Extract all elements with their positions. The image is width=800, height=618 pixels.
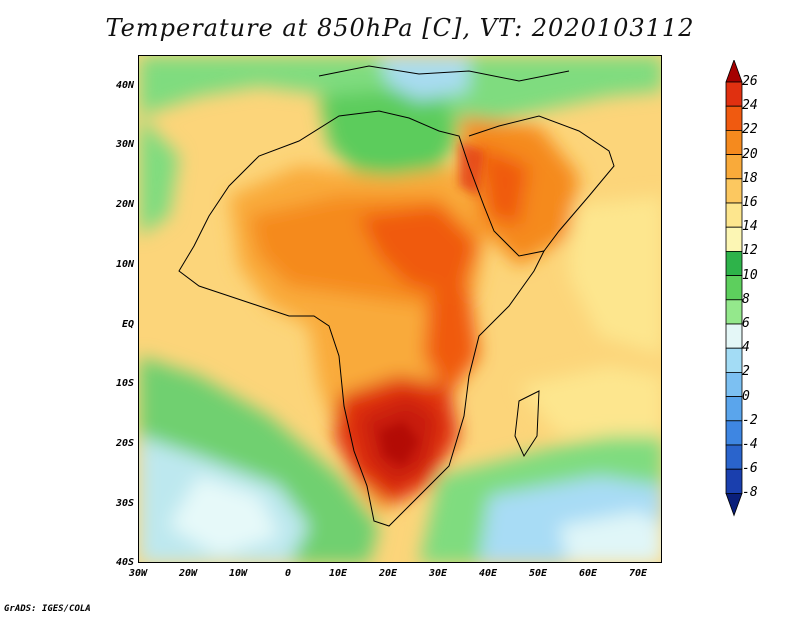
color-legend-swatch [725,105,743,131]
color-legend-swatch [725,323,743,349]
color-legend-label: -4 [742,437,758,452]
color-legend-swatch [725,492,743,517]
color-legend-label: 20 [742,146,758,162]
color-legend-swatch [725,226,743,252]
color-legend-label: 12 [742,243,758,259]
color-legend-swatch [725,154,743,180]
color-legend-label: -8 [742,485,758,501]
color-legend-swatch [725,202,743,228]
color-legend-swatch [725,468,743,494]
color-legend-swatch [725,178,743,204]
lon-label-70e: 70E [628,568,648,579]
lon-label-30w: 30W [128,568,148,579]
lat-label-30s: 30S [115,498,134,509]
color-legend-label: 16 [742,195,758,210]
lon-label-40e: 40E [478,568,498,579]
lon-label-30e: 30E [428,568,448,579]
coastlines [178,65,615,527]
lat-label-10n: 10N [115,259,134,270]
color-legend-label: 0 [742,388,750,404]
color-legend-label: 2 [742,364,750,380]
lat-label-40n: 40N [115,80,134,91]
color-legend-swatch [725,299,743,325]
color-legend [725,60,743,517]
lat-label-30n: 30N [115,139,134,150]
color-legend-swatch [725,420,743,446]
color-legend-label: -2 [742,412,758,428]
color-legend-swatch [725,250,743,276]
map-title: Temperature at 850hPa [C], VT: 202010311… [105,14,695,42]
color-legend-label: -6 [742,461,758,477]
color-legend-swatch [725,371,743,397]
color-legend-swatch [725,130,743,156]
color-legend-label: 4 [742,340,750,356]
lon-label-20e: 20E [378,568,398,579]
color-legend-swatch [725,444,743,470]
color-legend-swatch [725,60,743,83]
lon-label-20w: 20W [178,568,198,579]
color-legend-label: 26 [742,74,758,89]
lon-label-10e: 10E [328,568,348,579]
color-legend-label: 14 [742,219,758,235]
lon-label-0: 0 [284,568,292,579]
color-legend-label: 6 [742,316,750,331]
color-legend-swatch [725,81,743,107]
color-legend-swatch [725,396,743,422]
color-legend-label: 18 [742,170,758,186]
temperature-map [138,55,662,563]
color-legend-swatch [725,275,743,301]
lat-label-20s: 20S [115,438,134,449]
color-legend-swatch [725,347,743,373]
lon-label-60e: 60E [578,568,598,579]
lat-label-10s: 10S [115,378,134,389]
temperature-field [139,56,661,562]
lon-label-50e: 50E [528,568,548,579]
lat-label-eq: EQ [121,319,134,330]
lat-label-40s: 40S [115,557,134,568]
color-legend-label: 24 [742,98,758,114]
color-legend-label: 22 [742,122,758,138]
credit-text: GrADS: IGES/COLA [4,604,91,614]
lon-label-10w: 10W [228,568,248,579]
color-legend-label: 8 [742,291,750,307]
lat-label-20n: 20N [115,199,134,210]
color-legend-label: 10 [742,267,758,283]
